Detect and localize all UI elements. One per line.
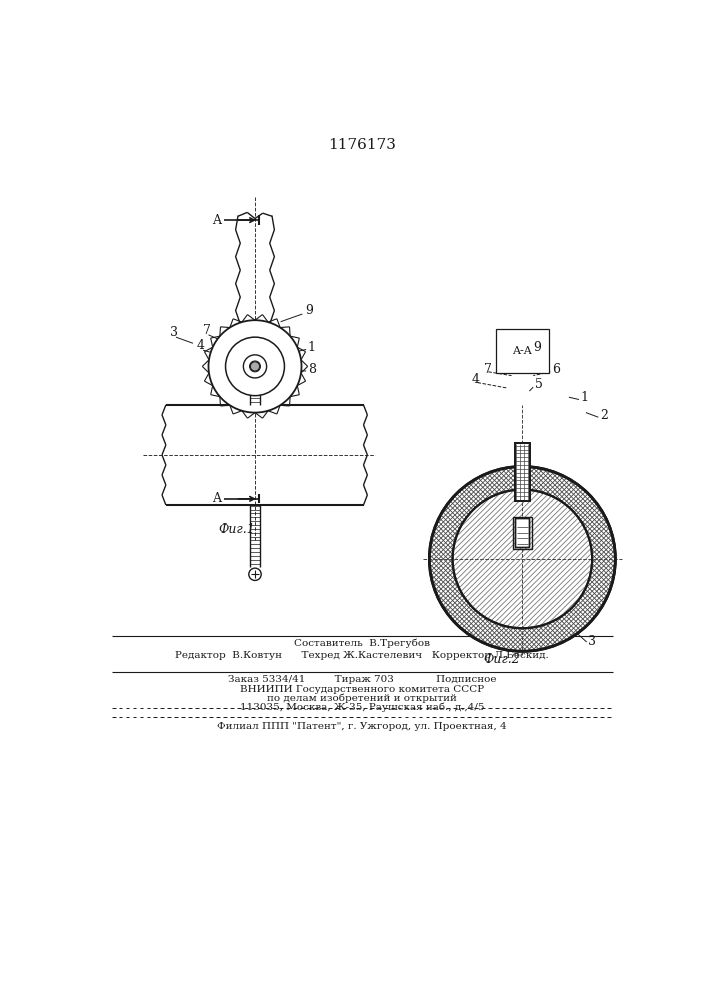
Text: 9: 9 <box>305 304 313 317</box>
Text: 7: 7 <box>484 363 491 376</box>
Text: A: A <box>212 492 221 505</box>
Text: 1: 1 <box>308 341 316 354</box>
Text: 9: 9 <box>533 341 541 354</box>
Text: по делам изобретений и открытий: по делам изобретений и открытий <box>267 694 457 703</box>
Text: 1176173: 1176173 <box>328 138 396 152</box>
Bar <box>515 443 530 501</box>
Text: 1: 1 <box>580 391 588 404</box>
Bar <box>513 517 532 549</box>
Text: Филиал ППП "Патент", г. Ужгород, ул. Проектная, 4: Филиал ППП "Патент", г. Ужгород, ул. Про… <box>217 722 507 731</box>
Text: 8: 8 <box>308 363 316 376</box>
Circle shape <box>209 320 301 413</box>
Text: A-A: A-A <box>513 346 532 356</box>
Bar <box>515 443 530 501</box>
Circle shape <box>226 337 284 396</box>
Circle shape <box>429 466 615 651</box>
Circle shape <box>250 361 260 372</box>
Text: A: A <box>212 214 221 227</box>
Circle shape <box>243 355 267 378</box>
Text: 2: 2 <box>277 381 286 394</box>
Bar <box>515 518 530 547</box>
Bar <box>515 518 530 547</box>
Circle shape <box>250 362 259 371</box>
Text: Редактор  В.Ковтун      Техред Ж.Кастелевич   Корректор Л.Бескид.: Редактор В.Ковтун Техред Ж.Кастелевич Ко… <box>175 651 549 660</box>
Text: 4: 4 <box>472 373 480 386</box>
Circle shape <box>452 490 592 628</box>
Text: Фиг.1: Фиг.1 <box>218 523 255 536</box>
Text: 4: 4 <box>197 339 205 352</box>
Text: Заказ 5334/41         Тираж 703             Подписное: Заказ 5334/41 Тираж 703 Подписное <box>228 675 496 684</box>
Text: ВНИИПИ Государственного комитета СССР: ВНИИПИ Государственного комитета СССР <box>240 685 484 694</box>
Text: 113035, Москва, Ж-35, Раушская наб., д.,4/5: 113035, Москва, Ж-35, Раушская наб., д.,… <box>240 703 484 712</box>
Text: 5: 5 <box>534 378 543 391</box>
Text: 3: 3 <box>170 326 177 339</box>
Text: Составитель  В.Трегубов: Составитель В.Трегубов <box>294 639 430 648</box>
Circle shape <box>249 568 261 580</box>
Text: 2: 2 <box>600 409 608 422</box>
Text: 7: 7 <box>203 324 211 337</box>
Text: Фиг.2: Фиг.2 <box>484 653 520 666</box>
Text: 6: 6 <box>552 363 560 376</box>
Text: 3: 3 <box>588 635 596 648</box>
